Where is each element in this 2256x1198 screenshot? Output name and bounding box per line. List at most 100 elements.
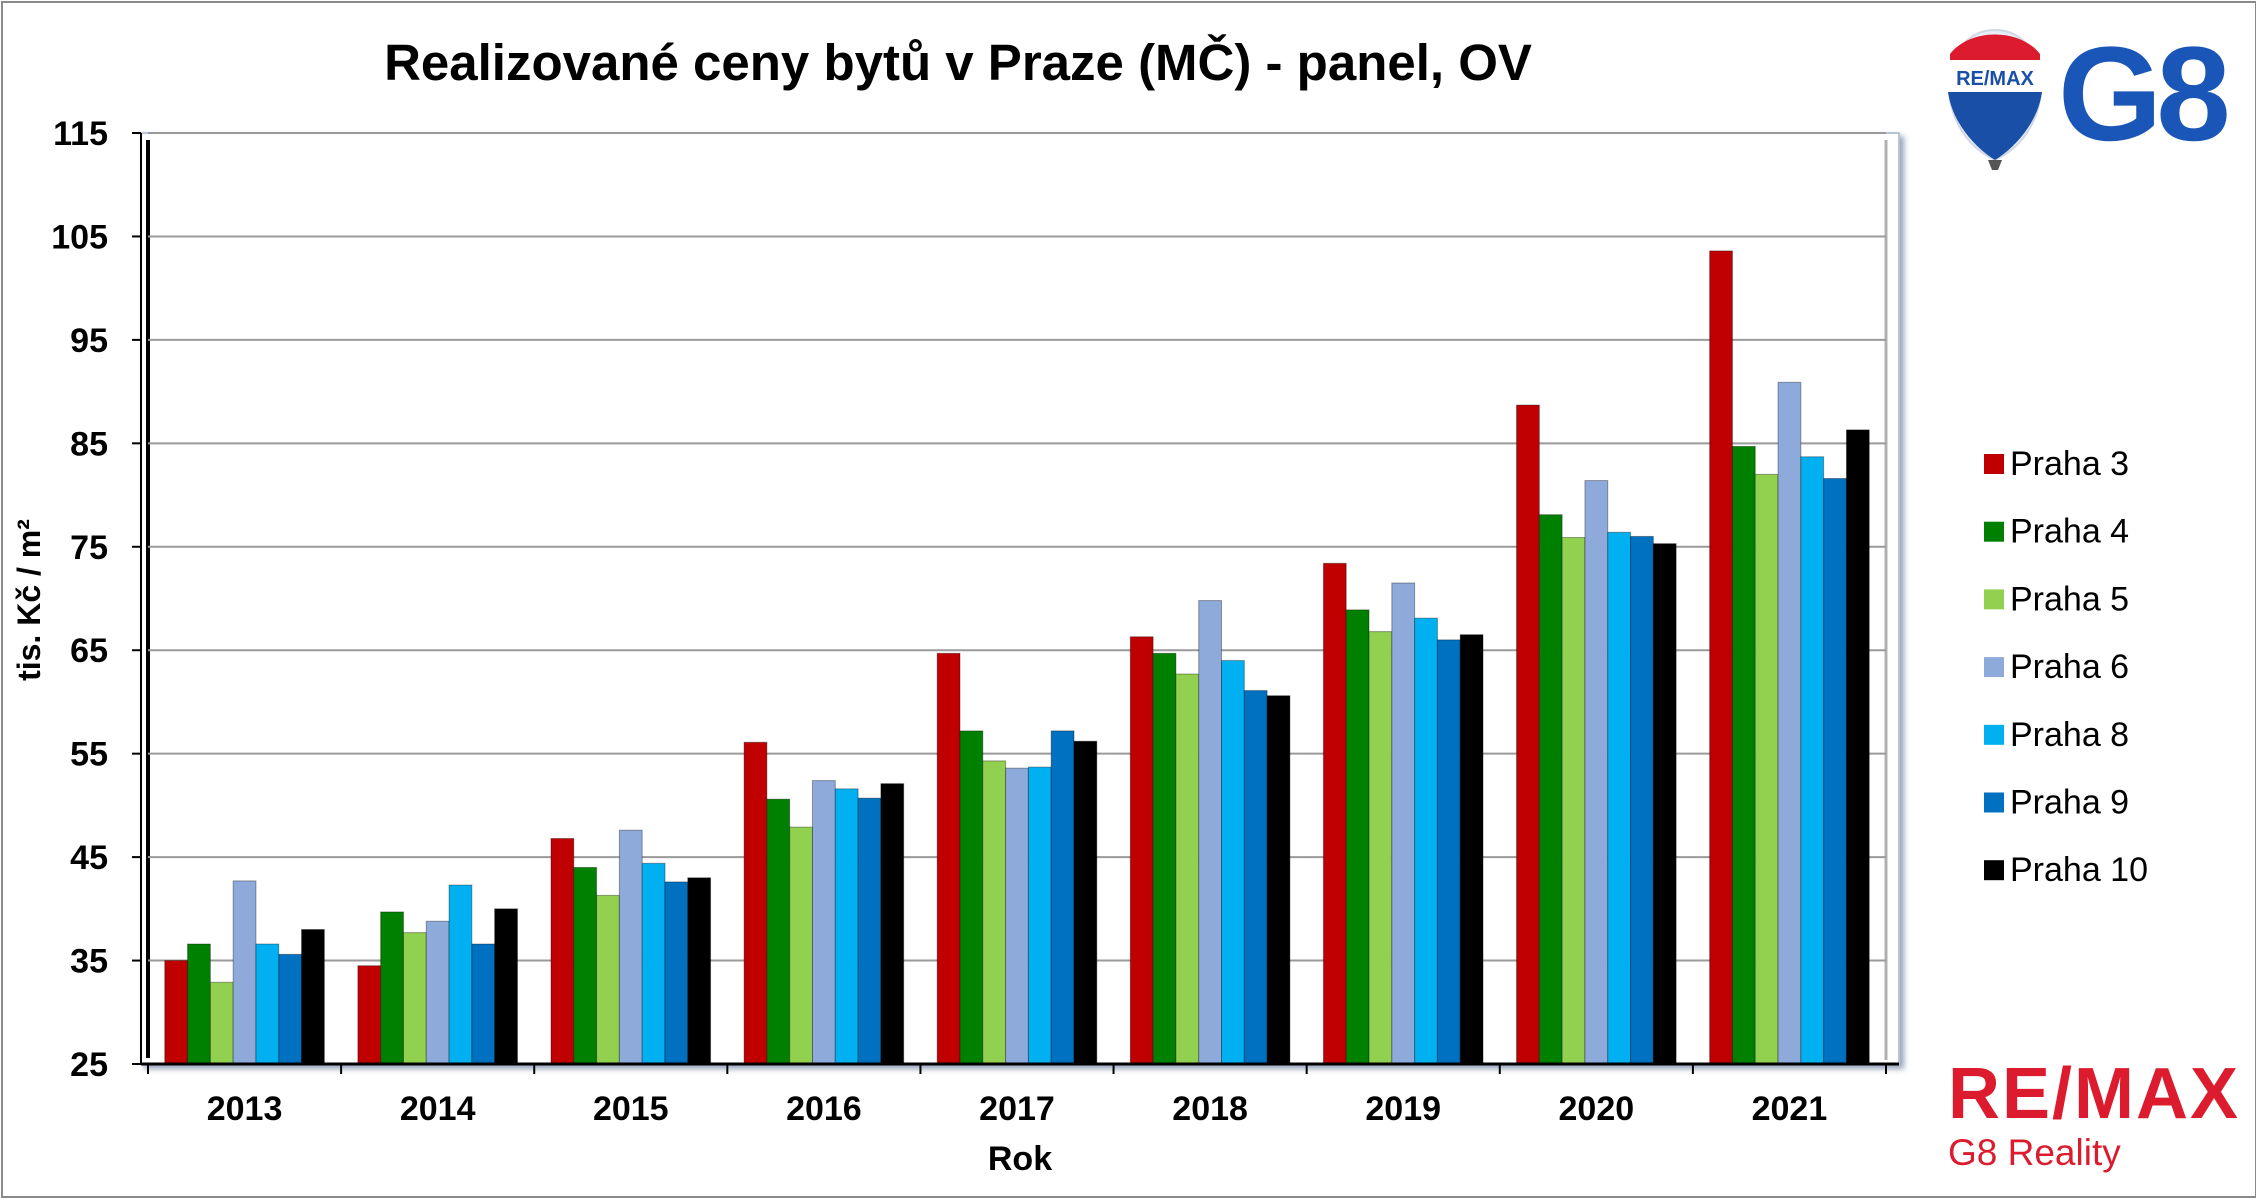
balloon-text: RE/MAX (1956, 68, 2034, 90)
bar (1050, 730, 1075, 1065)
x-tick-label: 2018 (1172, 1090, 1248, 1128)
bar (811, 780, 836, 1065)
bar (1709, 250, 1733, 1065)
axes (132, 132, 1899, 1074)
bar (1584, 480, 1609, 1065)
y-tick-labels: 25 35 45 55 65 75 85 95 105 115 (51, 115, 108, 1084)
y-tick-label: 35 (70, 943, 108, 981)
bar (1561, 536, 1586, 1065)
bar (880, 783, 905, 1065)
legend-swatch (1984, 454, 2004, 474)
y-tick-label: 85 (70, 425, 108, 463)
bar (1731, 445, 1756, 1065)
bar (232, 880, 257, 1065)
x-tick-label: 2020 (1559, 1090, 1635, 1128)
bar (550, 837, 575, 1065)
y-tick-label: 105 (51, 218, 108, 256)
bar (1243, 690, 1268, 1065)
bar (1845, 429, 1870, 1065)
bar (1459, 634, 1484, 1065)
remax-footer-logo: RE/MAX (1948, 1054, 2241, 1134)
legend-label: Praha 6 (2010, 648, 2129, 686)
bar (618, 829, 643, 1065)
bar (1800, 456, 1825, 1065)
bar (936, 652, 961, 1065)
bar (1175, 673, 1200, 1065)
bar (187, 943, 211, 1065)
bar (641, 862, 666, 1065)
bar (1073, 740, 1098, 1065)
legend-swatch (1984, 657, 2004, 678)
y-tick-label: 115 (53, 115, 108, 153)
bar (743, 741, 768, 1065)
legend-label: Praha 3 (2010, 445, 2129, 483)
legend: Praha 3 Praha 4 Praha 5 Praha 6 Praha 8 Praha… (1984, 445, 2148, 889)
bar (494, 908, 518, 1065)
x-tick-label: 2013 (207, 1090, 283, 1128)
x-tick-label: 2015 (593, 1090, 669, 1128)
legend-swatch (1984, 860, 2004, 881)
bar (1516, 404, 1540, 1065)
bar (1221, 660, 1245, 1065)
bar (1027, 766, 1052, 1065)
x-tick-label: 2021 (1752, 1090, 1828, 1128)
bar (209, 981, 234, 1065)
legend-label: Praha 4 (2010, 513, 2129, 551)
legend-label: Praha 5 (2010, 580, 2129, 618)
y-tick-label: 25 (70, 1046, 108, 1084)
y-tick-label: 55 (70, 736, 108, 774)
bar (448, 884, 473, 1065)
bar (1152, 652, 1177, 1065)
legend-swatch (1984, 589, 2004, 610)
g8-logo: G8 (2058, 20, 2231, 169)
bar (1322, 562, 1347, 1065)
bar (1414, 617, 1438, 1065)
remax-footer-subtitle: G8 Reality (1948, 1132, 2121, 1173)
x-tick-label: 2016 (786, 1090, 862, 1128)
bar (1538, 514, 1563, 1065)
bar (1630, 535, 1654, 1065)
bar (1754, 473, 1779, 1065)
bar (857, 797, 882, 1065)
bar (573, 866, 598, 1065)
bar (664, 881, 689, 1065)
y-tick-label: 95 (70, 322, 108, 360)
legend-label: Praha 10 (2010, 851, 2148, 889)
bar (164, 960, 189, 1065)
bar (357, 965, 382, 1065)
bar (959, 730, 984, 1065)
bar (1198, 600, 1223, 1065)
bar (687, 877, 712, 1065)
bar (1129, 636, 1154, 1065)
chart-title: Realizované ceny bytů v Praze (MČ) - pan… (384, 33, 1532, 91)
bars (164, 250, 1870, 1065)
legend-swatch (1984, 792, 2004, 813)
bar (255, 943, 280, 1065)
bar (1368, 631, 1393, 1065)
bar (1391, 582, 1416, 1065)
legend-label: Praha 8 (2010, 716, 2129, 754)
bar (1652, 543, 1677, 1065)
bar (1005, 767, 1029, 1065)
bar (789, 826, 813, 1065)
bar (278, 953, 303, 1065)
bar (1345, 609, 1370, 1065)
legend-swatch (1984, 521, 2004, 542)
x-tick-label: 2019 (1365, 1090, 1441, 1128)
y-tick-label: 75 (70, 529, 108, 567)
x-tick-label: 2017 (979, 1090, 1055, 1128)
y-tick-label: 45 (70, 839, 108, 877)
y-tick-label: 65 (70, 632, 108, 670)
bar (425, 920, 450, 1065)
bar (380, 911, 404, 1065)
bar (1607, 531, 1632, 1065)
bar (1823, 478, 1847, 1065)
bar (1266, 695, 1291, 1065)
y-axis-title: tis. Kč / m² (11, 519, 47, 681)
legend-label: Praha 9 (2010, 784, 2129, 822)
bar (1436, 639, 1461, 1065)
bar (1777, 381, 1802, 1065)
bar (982, 760, 1007, 1065)
bar (766, 798, 791, 1065)
